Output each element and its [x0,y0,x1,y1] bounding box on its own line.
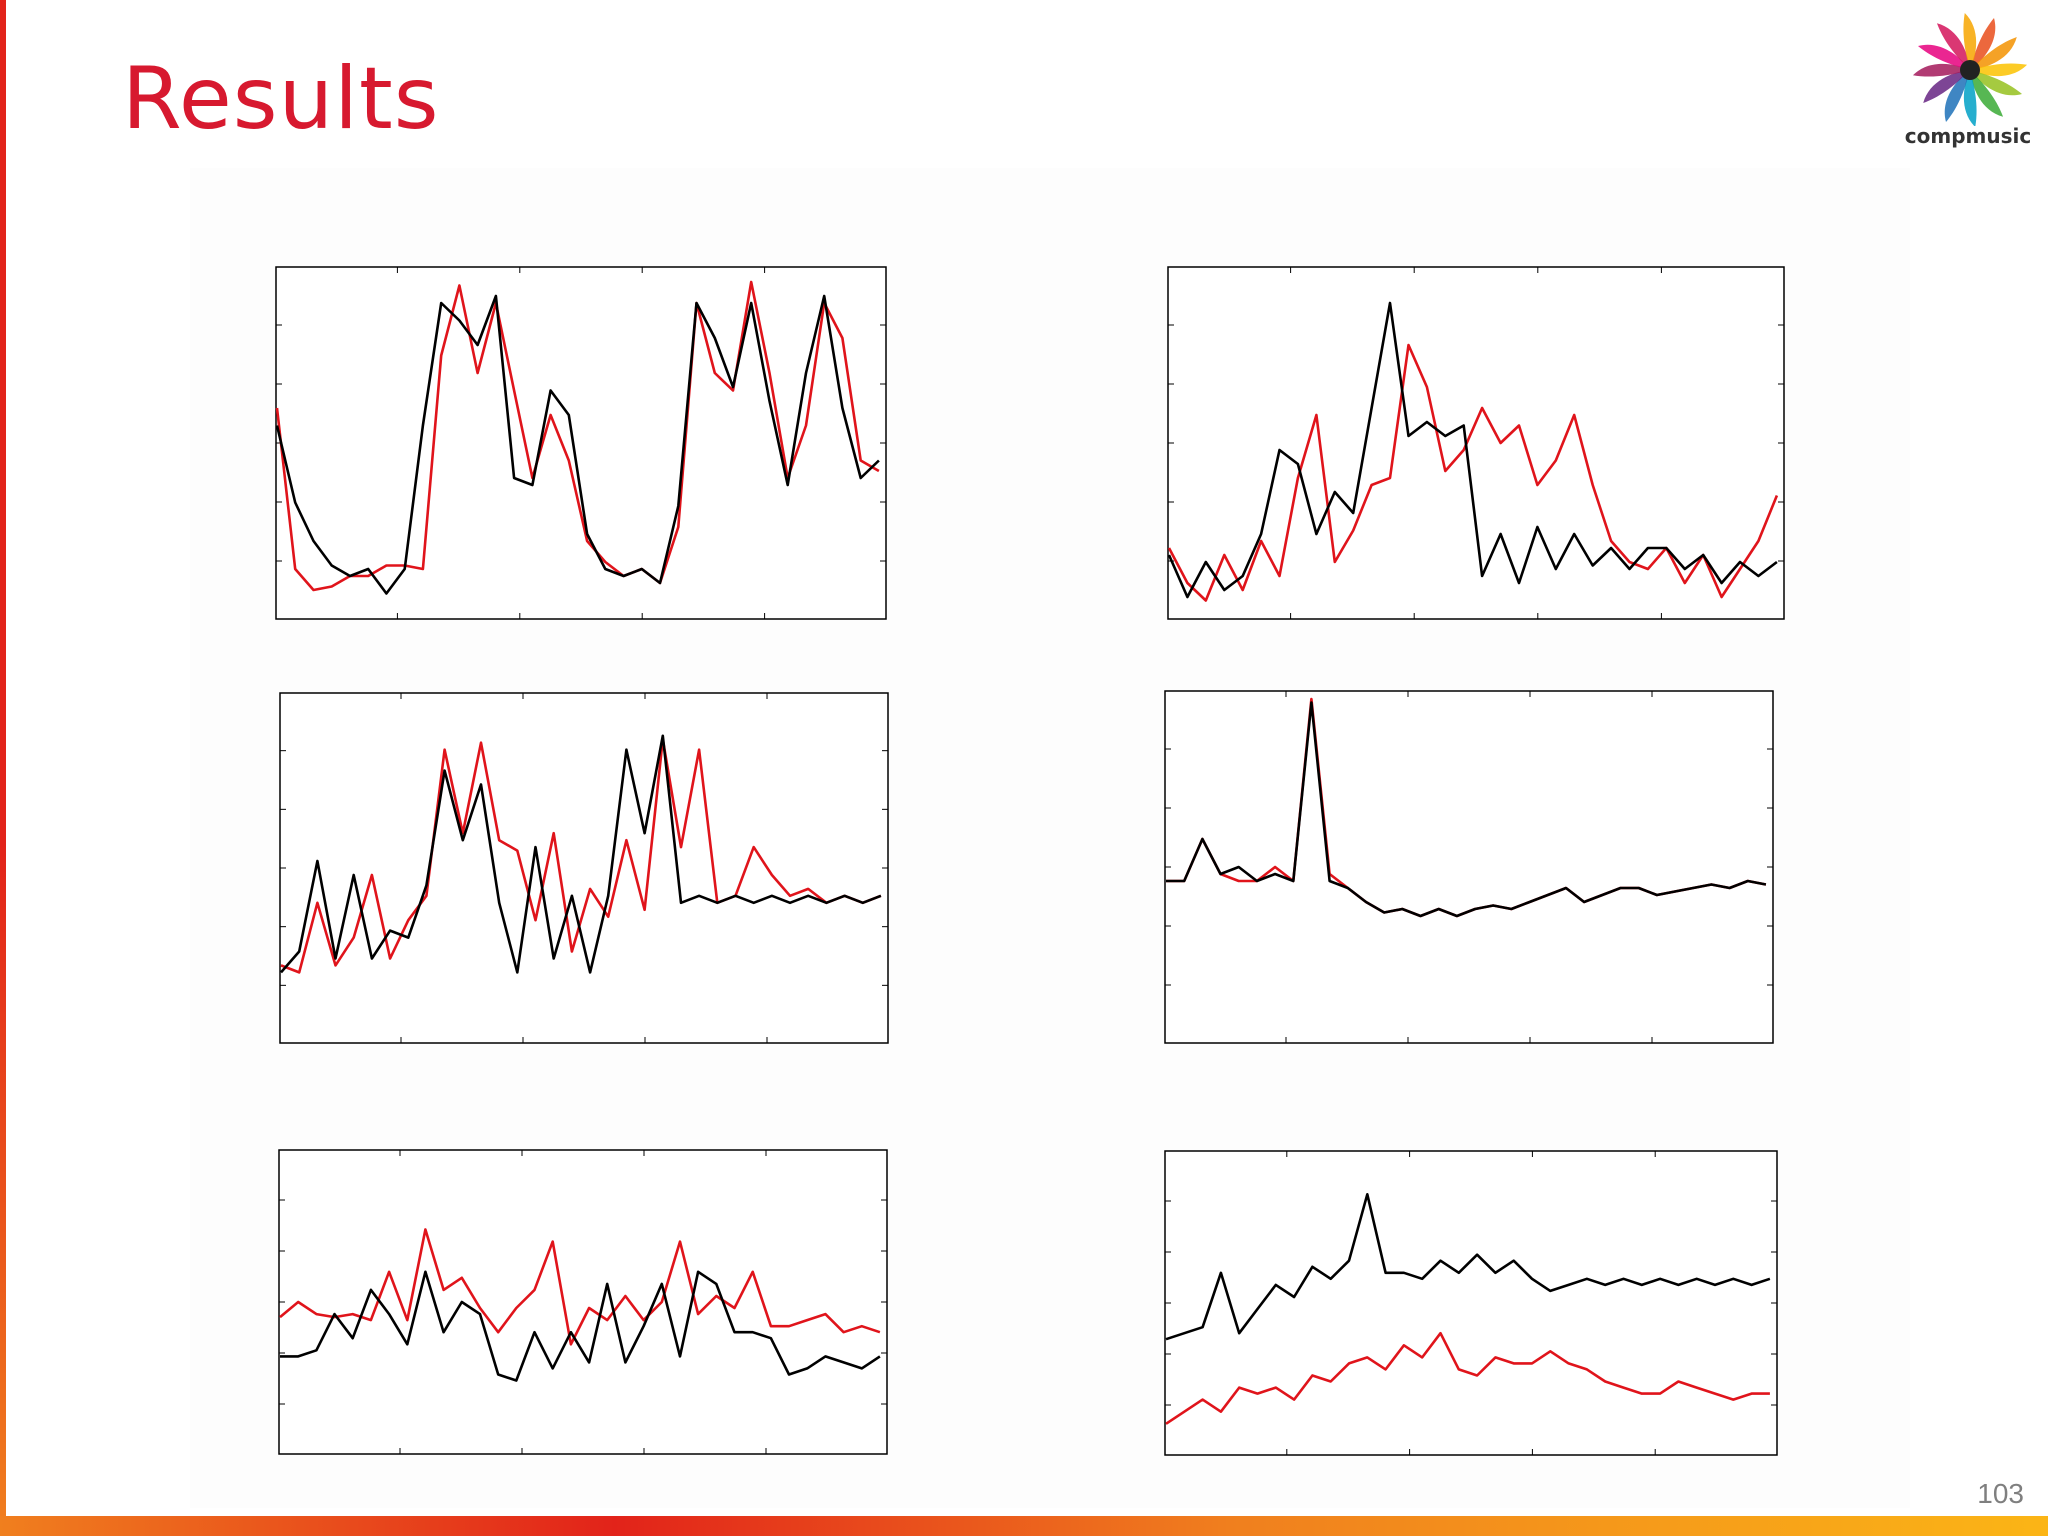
logo-petal [1970,36,2017,70]
series-line-1 [1167,343,1779,602]
series-line-2 [1165,1192,1771,1341]
slide-title: Results [122,49,440,149]
series-line-2 [275,294,880,595]
compmusic-logo: compmusic [1894,8,2042,156]
logo-petal [1923,70,1970,104]
series-line-1 [275,280,880,592]
logo-petal [1970,70,2022,96]
logo-petal [1970,18,1996,70]
plot-panel-1 [275,266,887,620]
series-line-1 [279,1228,881,1346]
series-line-1 [280,737,882,974]
plot-frame [278,1149,888,1455]
logo-petal [1970,70,2004,117]
plot-frame [1164,690,1774,1044]
plot-panel-3 [279,692,889,1044]
footer-accent-band [0,1516,2048,1536]
plot-panel-5 [278,1149,888,1455]
logo-petal [1912,63,1970,77]
logo-petal [1963,12,1977,70]
pinwheel-logo-icon [1912,12,2028,128]
plot-panel-4 [1164,690,1774,1044]
logo-petal [1944,70,1970,122]
series-line-2 [1166,701,1767,918]
logo-petal [1970,63,2028,77]
logo-petal [1936,23,1970,70]
plot-frame [275,266,887,620]
series-line-2 [1167,301,1778,599]
logo-petal [1918,44,1970,70]
plot-frame [1164,1150,1778,1456]
plot-frame [279,692,889,1044]
series-line-2 [280,1270,881,1382]
plot-panel-2 [1167,266,1785,620]
plot-frame [1167,266,1785,620]
logo-text: compmusic [1904,124,2032,148]
page-number: 103 [1977,1478,2024,1509]
plot-panel-6 [1164,1150,1778,1456]
left-accent-bar [0,0,6,1536]
logo-petal [1963,70,1977,128]
series-line-1 [1165,1331,1770,1425]
series-line-2 [280,734,882,974]
